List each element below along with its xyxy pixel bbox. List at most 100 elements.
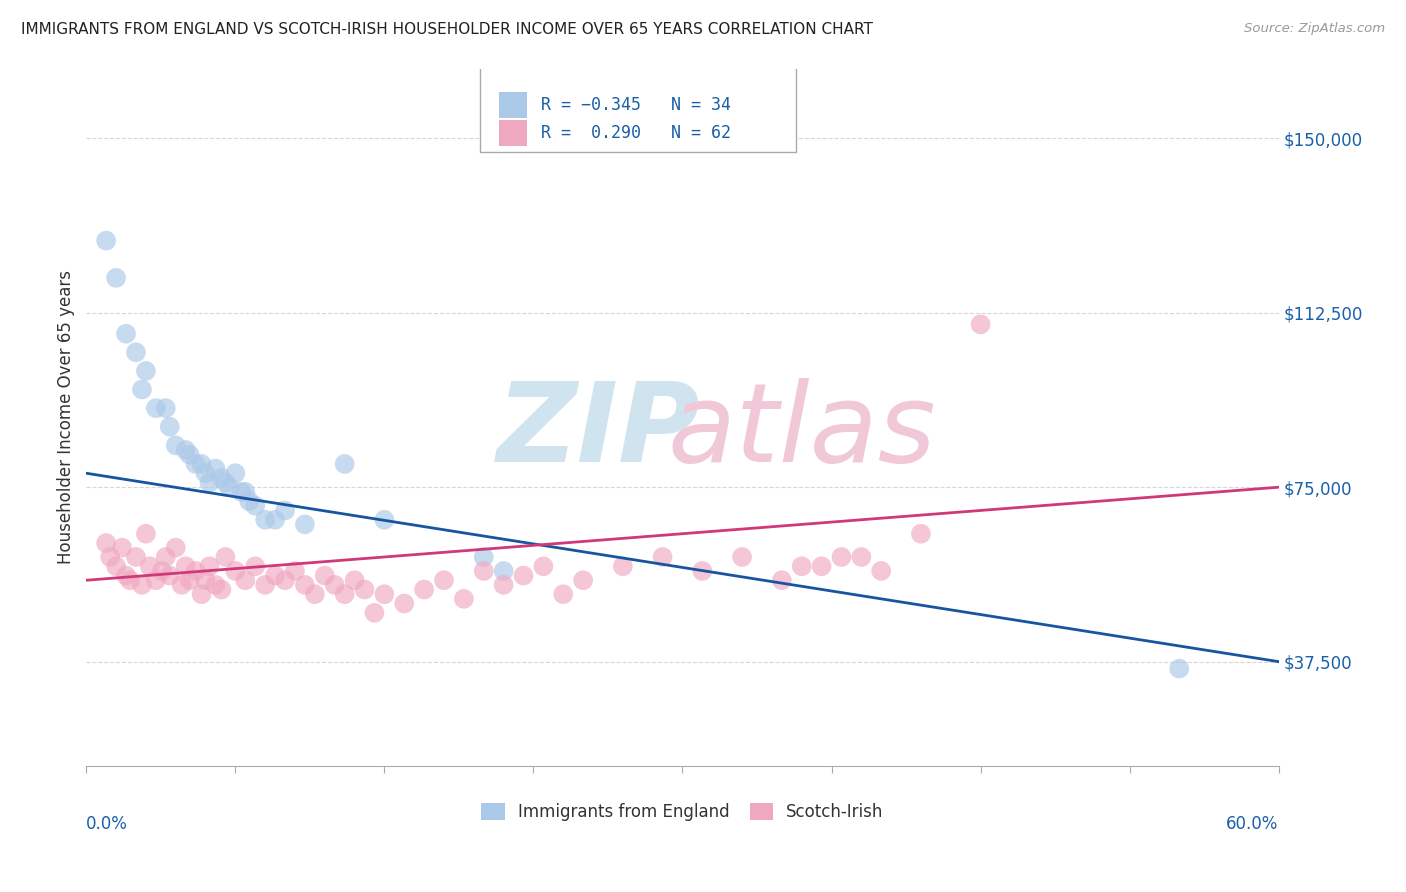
Point <box>165 438 187 452</box>
Point <box>363 606 385 620</box>
Point <box>254 513 277 527</box>
Point <box>135 364 157 378</box>
Point <box>531 559 554 574</box>
Text: atlas: atlas <box>668 378 936 485</box>
Point <box>572 573 595 587</box>
Point <box>692 564 714 578</box>
Point <box>254 578 277 592</box>
Point <box>323 578 346 592</box>
Point <box>373 513 395 527</box>
Point <box>294 578 316 592</box>
Point <box>233 573 256 587</box>
Point <box>159 568 181 582</box>
Point <box>204 578 226 592</box>
FancyBboxPatch shape <box>499 120 527 145</box>
Point <box>910 526 932 541</box>
Point <box>612 559 634 574</box>
Point <box>125 345 148 359</box>
Point <box>125 549 148 564</box>
Point <box>174 559 197 574</box>
Text: 60.0%: 60.0% <box>1226 815 1278 833</box>
Point <box>224 564 246 578</box>
Text: ZIP: ZIP <box>498 378 700 485</box>
Point <box>224 467 246 481</box>
Point <box>139 559 162 574</box>
Point <box>198 559 221 574</box>
Point <box>209 582 232 597</box>
Point <box>105 271 128 285</box>
Point <box>394 597 416 611</box>
Point <box>264 568 287 582</box>
Point <box>353 582 375 597</box>
Point <box>274 503 297 517</box>
Point <box>810 559 832 574</box>
Point <box>105 559 128 574</box>
Point <box>209 471 232 485</box>
Point <box>218 480 240 494</box>
Point <box>233 484 256 499</box>
Point <box>184 564 207 578</box>
Point <box>131 578 153 592</box>
Point <box>472 549 495 564</box>
Point <box>98 549 121 564</box>
Point <box>790 559 813 574</box>
Point <box>174 442 197 457</box>
Point <box>453 591 475 606</box>
Point <box>969 318 991 332</box>
Text: R =  0.290   N = 62: R = 0.290 N = 62 <box>540 124 731 142</box>
Point <box>274 573 297 587</box>
Point <box>170 578 193 592</box>
Point <box>245 559 267 574</box>
Point <box>830 549 852 564</box>
Point <box>96 234 118 248</box>
Point <box>245 499 267 513</box>
Point <box>731 549 754 564</box>
Point <box>472 564 495 578</box>
Point <box>231 484 253 499</box>
Point <box>190 587 212 601</box>
Point <box>190 457 212 471</box>
Y-axis label: Householder Income Over 65 years: Householder Income Over 65 years <box>58 270 75 565</box>
Point <box>492 564 515 578</box>
Point <box>433 573 456 587</box>
Point <box>194 573 217 587</box>
Point <box>333 587 356 601</box>
Point <box>373 587 395 601</box>
Point <box>314 568 336 582</box>
Point <box>870 564 893 578</box>
Point <box>145 401 167 416</box>
Point <box>264 513 287 527</box>
Point <box>118 573 141 587</box>
Point <box>111 541 134 555</box>
Point <box>115 326 138 341</box>
FancyBboxPatch shape <box>479 65 796 153</box>
Point <box>179 573 201 587</box>
Point <box>145 573 167 587</box>
Point <box>150 564 173 578</box>
Point <box>184 457 207 471</box>
Point <box>413 582 436 597</box>
Point <box>238 494 260 508</box>
Point <box>304 587 326 601</box>
Point <box>294 517 316 532</box>
FancyBboxPatch shape <box>499 92 527 118</box>
Text: Source: ZipAtlas.com: Source: ZipAtlas.com <box>1244 22 1385 36</box>
Point <box>333 457 356 471</box>
Point <box>155 549 177 564</box>
Text: R = −0.345   N = 34: R = −0.345 N = 34 <box>540 95 731 113</box>
Point <box>214 475 236 490</box>
Point <box>198 475 221 490</box>
Point <box>553 587 575 601</box>
Point <box>512 568 534 582</box>
Point <box>651 549 673 564</box>
Point <box>155 401 177 416</box>
Point <box>131 383 153 397</box>
Point <box>165 541 187 555</box>
Point <box>284 564 307 578</box>
Point <box>770 573 793 587</box>
Point <box>96 536 118 550</box>
Text: 0.0%: 0.0% <box>86 815 128 833</box>
Point <box>194 467 217 481</box>
Point <box>851 549 873 564</box>
Point <box>343 573 366 587</box>
